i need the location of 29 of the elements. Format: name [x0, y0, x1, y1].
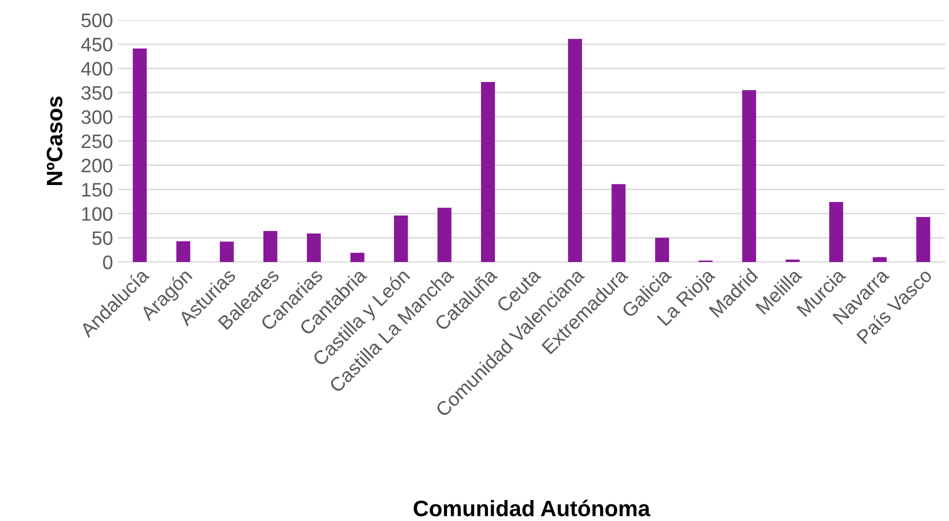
y-tick-label: 350	[81, 86, 112, 100]
y-tick-label: 50	[92, 231, 112, 246]
y-tick-label: 450	[81, 38, 112, 52]
bar	[306, 233, 321, 262]
bar	[394, 216, 408, 262]
bar	[132, 48, 147, 262]
y-tick-label: 300	[81, 110, 112, 124]
bar	[742, 90, 756, 262]
bar	[655, 238, 670, 262]
bar	[829, 202, 844, 262]
bar	[872, 257, 887, 262]
y-tick-label: 500	[81, 13, 112, 28]
bar	[612, 184, 626, 262]
bar	[437, 208, 452, 262]
bar	[916, 216, 930, 262]
y-tick-label: 150	[82, 182, 112, 197]
bar	[350, 252, 364, 262]
bar	[176, 241, 190, 262]
bar	[220, 242, 234, 262]
y-tick-label: 250	[82, 134, 112, 148]
y-axis-title: NºCasos	[46, 96, 62, 185]
bar	[481, 82, 495, 262]
y-tick-label: 0	[103, 255, 112, 270]
bar	[263, 231, 278, 262]
y-tick-label: 200	[82, 158, 112, 172]
y-tick-label: 100	[82, 207, 112, 221]
x-axis-title: Comunidad Autónoma	[414, 500, 650, 516]
bar	[568, 38, 582, 262]
y-tick-label: 400	[81, 62, 112, 76]
